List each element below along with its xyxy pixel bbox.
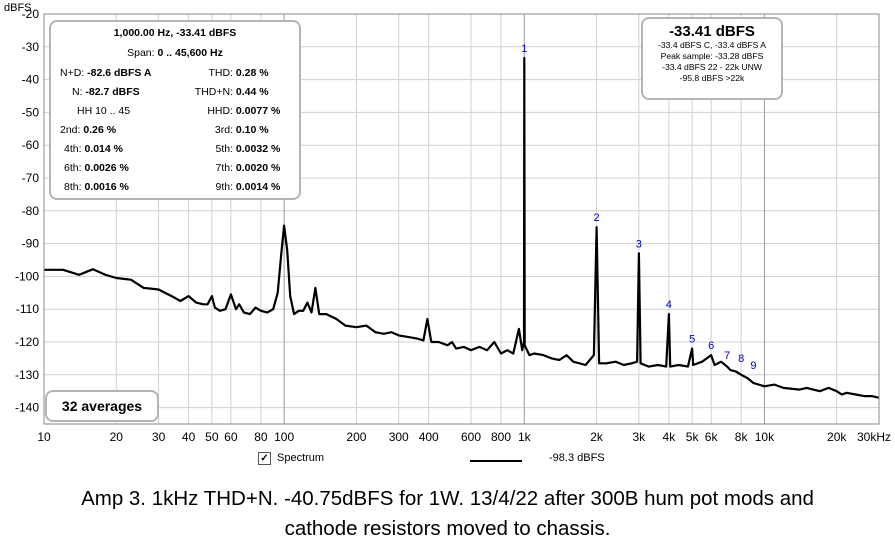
- level-line: -33.4 dBFS 22 - 22k UNW: [662, 62, 762, 72]
- stats-row-left: 6th: 0.0026 %: [64, 162, 129, 174]
- stats-row-right: HHD: 0.0077 %: [207, 105, 281, 117]
- x-tick-label: 3k: [633, 430, 647, 444]
- stats-row-right: 7th: 0.0020 %: [215, 162, 281, 174]
- level-line: -95.8 dBFS >22k: [679, 73, 745, 83]
- y-tick-label: -70: [22, 171, 40, 185]
- legend-value: -98.3 dBFS: [549, 452, 605, 464]
- y-tick-label: -20: [22, 7, 40, 21]
- x-tick-label: 200: [346, 430, 366, 444]
- y-tick-label: -90: [22, 237, 40, 251]
- stats-row-left: HH 10 .. 45: [77, 105, 131, 117]
- y-axis-ticks: -20 -30 -40 -50 -60 -70 -80 -90 -100 -110 -120 -130…: [15, 7, 39, 415]
- level-line: Peak sample: -33.28 dBFS: [660, 51, 764, 61]
- y-tick-label: -140: [15, 401, 39, 415]
- x-tick-label: 10k: [755, 430, 775, 444]
- harmonic-label: 7: [724, 350, 730, 362]
- y-axis-label: dBFS: [4, 2, 32, 14]
- x-tick-label: 20k: [827, 430, 847, 444]
- harmonic-labels: 1 2 3 4 5 67 89: [521, 43, 756, 372]
- x-tick-label: 100: [274, 430, 294, 444]
- x-tick-label: 30kHz: [857, 430, 891, 444]
- legend-line-swatch: [470, 460, 522, 462]
- x-tick-label: 60: [224, 430, 238, 444]
- averages-badge: 32 averages: [45, 390, 159, 422]
- stats-span: Span: 0 .. 45,600 Hz: [127, 47, 223, 59]
- level-line: -33.4 dBFS C, -33.4 dBFS A: [658, 40, 766, 50]
- stats-header: 1,000.00 Hz, -33.41 dBFS: [113, 27, 237, 39]
- x-tick-label: 6k: [705, 430, 719, 444]
- stats-row-left: N+D: -82.6 dBFS A: [60, 67, 152, 79]
- x-tick-label: 800: [491, 430, 511, 444]
- figure-caption: Amp 3. 1kHz THD+N. -40.75dBFS for 1W. 13…: [0, 484, 895, 544]
- y-tick-label: -40: [22, 73, 40, 87]
- y-tick-label: -100: [15, 269, 39, 283]
- spectrum-trace: [44, 56, 880, 399]
- stats-row-left: 4th: 0.014 %: [64, 143, 123, 155]
- caption-line: cathode resistors moved to chassis.: [284, 517, 611, 540]
- x-tick-label: 40: [182, 430, 196, 444]
- harmonic-label: 6: [708, 340, 714, 352]
- x-tick-label: 30: [152, 430, 166, 444]
- x-tick-label: 8k: [735, 430, 749, 444]
- stats-row-right: 3rd: 0.10 %: [214, 124, 269, 136]
- level-box: -33.41 dBFS -33.4 dBFS C, -33.4 dBFS A P…: [641, 17, 783, 100]
- stats-row-right: THD+N: 0.44 %: [194, 86, 269, 98]
- y-tick-label: -120: [15, 335, 39, 349]
- harmonic-label: 3: [636, 238, 642, 250]
- stats-row-left: 8th: 0.0016 %: [64, 181, 129, 193]
- harmonic-label: 8: [738, 353, 744, 365]
- y-tick-label: -110: [16, 302, 39, 316]
- x-tick-label: 300: [389, 430, 409, 444]
- stats-row-left: N: -82.7 dBFS: [72, 86, 140, 98]
- x-tick-label: 2k: [590, 430, 604, 444]
- y-tick-label: -50: [22, 105, 40, 119]
- x-axis-ticks: 10 20 30 40 50 60 80 100 200 300 400 600 800 1k 2k 3k 4k…: [37, 430, 891, 444]
- harmonic-label: 4: [666, 299, 672, 311]
- harmonic-label: 5: [689, 334, 695, 346]
- x-tick-label: 400: [419, 430, 439, 444]
- x-tick-label: 10: [37, 430, 51, 444]
- caption-line: Amp 3. 1kHz THD+N. -40.75dBFS for 1W. 13…: [81, 487, 814, 510]
- stats-row-right: 9th: 0.0014 %: [215, 181, 281, 193]
- x-tick-label: 4k: [663, 430, 677, 444]
- level-main: -33.41 dBFS: [669, 23, 755, 40]
- harmonic-label: 1: [521, 43, 527, 55]
- y-tick-label: -60: [22, 138, 40, 152]
- y-tick-label: -130: [15, 368, 39, 382]
- stats-row-left: 2nd: 0.26 %: [60, 124, 117, 136]
- x-tick-label: 5k: [686, 430, 700, 444]
- y-tick-label: -80: [22, 204, 40, 218]
- plot-frame: [43, 13, 880, 425]
- harmonic-label: 2: [594, 212, 600, 224]
- spectrum-legend-label: Spectrum: [277, 452, 325, 464]
- stats-row-right: 5th: 0.0032 %: [215, 143, 281, 155]
- x-tick-label: 80: [254, 430, 268, 444]
- y-tick-label: -30: [22, 40, 40, 54]
- x-tick-label: 50: [205, 430, 219, 444]
- harmonic-label: 9: [750, 360, 756, 372]
- x-tick-label: 1k: [518, 430, 532, 444]
- stats-box: 1,000.00 Hz, -33.41 dBFS Span: 0 .. 45,6…: [49, 20, 301, 200]
- x-tick-label: 600: [461, 430, 481, 444]
- x-tick-label: 20: [110, 430, 124, 444]
- stats-row-right: THD: 0.28 %: [208, 67, 269, 79]
- spectrum-checkbox[interactable]: ✓: [258, 452, 271, 465]
